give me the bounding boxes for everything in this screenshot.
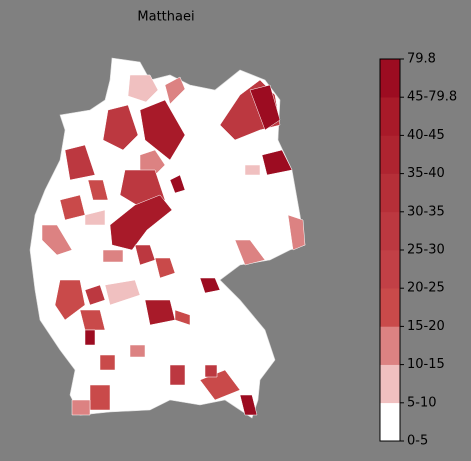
colorbar-label: 5-10 (407, 395, 437, 410)
colorbar-segment (380, 326, 400, 365)
colorbar-segment (380, 211, 400, 251)
colorbar-label: 25-30 (407, 243, 445, 258)
colorbar-segment (380, 402, 400, 442)
colorbar-segment (380, 288, 400, 327)
colorbar-segment (380, 364, 400, 404)
germany-map (29, 57, 306, 419)
colorbar-label: 10-15 (407, 357, 445, 372)
colorbar-segment (380, 135, 400, 174)
colorbar-label: 35-40 (407, 166, 445, 181)
colorbar-segment (380, 97, 400, 136)
colorbar-label: 79.8 (407, 52, 436, 67)
map-title: Matthaei (137, 10, 194, 25)
colorbar-label: 40-45 (407, 128, 445, 143)
colorbar-label: 15-20 (407, 319, 445, 334)
colorbar-label: 0-5 (407, 434, 428, 449)
colorbar-label: 30-35 (407, 204, 445, 219)
colorbar-label: 45-79.8 (407, 90, 457, 105)
colorbar-segment (380, 59, 400, 98)
colorbar: 0-5 5-10 10-15 15-20 20-25 25-30 30-35 35-40 40-… (379, 52, 457, 449)
colorbar-label: 20-25 (407, 281, 445, 296)
district-areas (41, 74, 306, 416)
colorbar-segment (380, 250, 400, 289)
colorbar-segment (380, 173, 400, 213)
